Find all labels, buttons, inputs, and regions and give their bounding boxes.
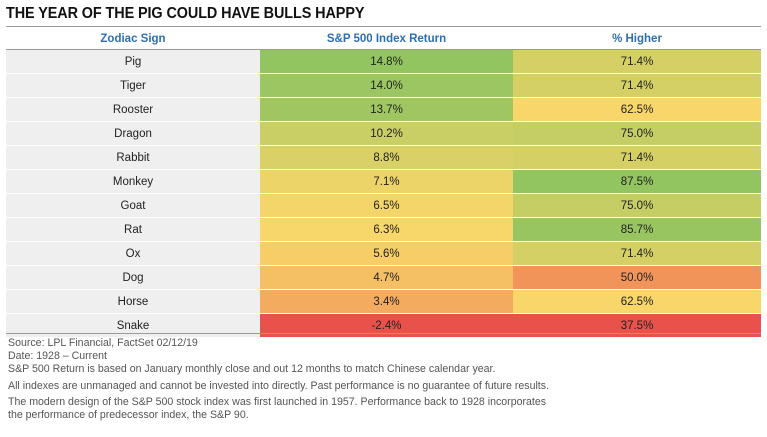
column-header-percent-higher: % Higher — [513, 28, 761, 50]
percent-higher-cell: 71.4% — [513, 73, 761, 98]
sp500-return-cell: 4.7% — [260, 265, 513, 290]
zodiac-returns-table: Zodiac Sign S&P 500 Index Return % Highe… — [6, 28, 761, 337]
sp500-return-cell: 6.3% — [260, 217, 513, 242]
sp500-return-cell: 13.7% — [260, 97, 513, 122]
table-row: Rooster 13.7% 62.5% — [6, 97, 761, 122]
zodiac-sign-cell: Dragon — [6, 121, 260, 146]
zodiac-sign-cell: Monkey — [6, 169, 260, 194]
zodiac-sign-cell: Pig — [6, 49, 260, 74]
percent-higher-cell: 71.4% — [513, 49, 761, 74]
zodiac-sign-cell: Dog — [6, 265, 260, 290]
zodiac-sign-cell: Goat — [6, 193, 260, 218]
sp500-return-cell: 14.0% — [260, 73, 513, 98]
table-header-row: Zodiac Sign S&P 500 Index Return % Highe… — [6, 28, 761, 50]
zodiac-sign-cell: Ox — [6, 241, 260, 266]
zodiac-sign-cell: Rat — [6, 217, 260, 242]
table-row: Pig 14.8% 71.4% — [6, 49, 761, 74]
percent-higher-cell: 62.5% — [513, 289, 761, 314]
sp500-return-cell: 14.8% — [260, 49, 513, 74]
zodiac-sign-cell: Rabbit — [6, 145, 260, 170]
footnote-index-history: The modern design of the S&P 500 stock i… — [8, 395, 547, 408]
table-row: Monkey 7.1% 87.5% — [6, 169, 761, 194]
table-bottom-divider — [6, 333, 761, 334]
percent-higher-cell: 50.0% — [513, 265, 761, 290]
sp500-return-cell: 3.4% — [260, 289, 513, 314]
percent-higher-cell: 85.7% — [513, 217, 761, 242]
column-header-zodiac-sign: Zodiac Sign — [6, 28, 260, 50]
sp500-return-cell: 10.2% — [260, 121, 513, 146]
title-divider — [6, 26, 761, 27]
table-row: Ox 5.6% 71.4% — [6, 241, 761, 266]
table-row: Dragon 10.2% 75.0% — [6, 121, 761, 146]
zodiac-sign-cell: Horse — [6, 289, 260, 314]
percent-higher-cell: 71.4% — [513, 145, 761, 170]
table-row: Dog 4.7% 50.0% — [6, 265, 761, 290]
table-row: Rabbit 8.8% 71.4% — [6, 145, 761, 170]
percent-higher-cell: 75.0% — [513, 121, 761, 146]
zodiac-sign-cell: Snake — [6, 313, 260, 337]
footnote-source: Source: LPL Financial, FactSet 02/12/19 — [8, 337, 198, 349]
table-row: Rat 6.3% 85.7% — [6, 217, 761, 242]
sp500-return-cell: 5.6% — [260, 241, 513, 266]
sp500-return-cell: 7.1% — [260, 169, 513, 194]
table-body: Pig 14.8% 71.4% Tiger 14.0% 71.4% Rooster 13.7%… — [6, 49, 761, 337]
footnote-index-history-cont: the performance of predecessor index, th… — [8, 409, 249, 422]
table-row: Tiger 14.0% 71.4% — [6, 73, 761, 98]
zodiac-sign-cell: Rooster — [6, 97, 260, 122]
table-row: Snake -2.4% 37.5% — [6, 313, 761, 337]
footnote-disclaimer: All indexes are unmanaged and cannot be … — [8, 379, 549, 392]
footnotes: Source: LPL Financial, FactSet 02/12/19 … — [8, 337, 758, 422]
column-header-sp500-return: S&P 500 Index Return — [260, 28, 513, 50]
footnote-date: Date: 1928 – Current — [8, 350, 107, 363]
table-row: Horse 3.4% 62.5% — [6, 289, 761, 314]
percent-higher-cell: 75.0% — [513, 193, 761, 218]
sp500-return-cell: 8.8% — [260, 145, 513, 170]
chart-title: THE YEAR OF THE PIG COULD HAVE BULLS HAP… — [6, 5, 365, 22]
percent-higher-cell: 71.4% — [513, 241, 761, 266]
sp500-return-cell: 6.5% — [260, 193, 513, 218]
percent-higher-cell: 37.5% — [513, 313, 761, 337]
percent-higher-cell: 62.5% — [513, 97, 761, 122]
footnote-return-basis: S&P 500 Return is based on January month… — [8, 363, 496, 376]
percent-higher-cell: 87.5% — [513, 169, 761, 194]
table-row: Goat 6.5% 75.0% — [6, 193, 761, 218]
sp500-return-cell: -2.4% — [260, 313, 513, 337]
zodiac-sign-cell: Tiger — [6, 73, 260, 98]
